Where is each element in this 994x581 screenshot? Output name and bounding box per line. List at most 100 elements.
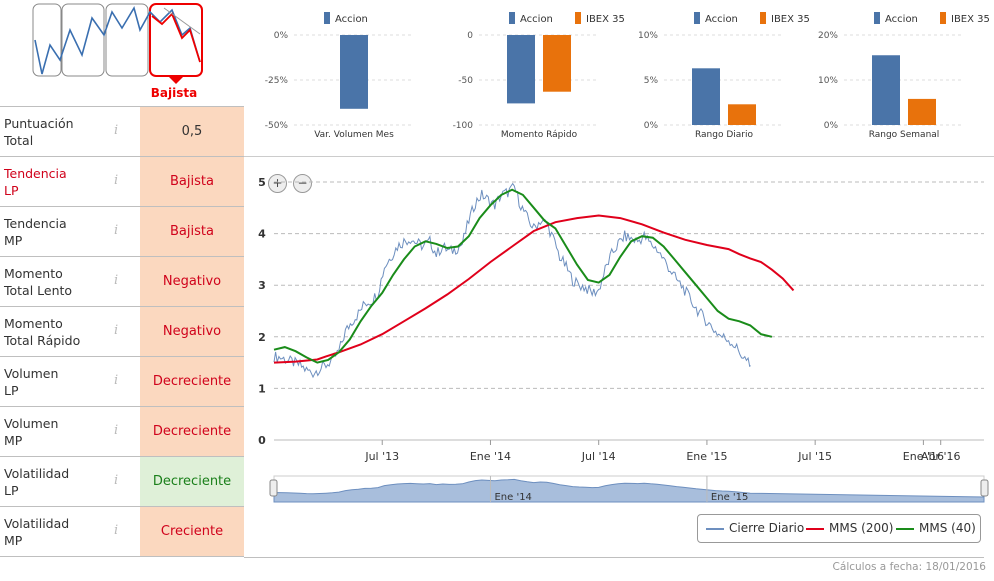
navigator-tick-label: Ene '15: [711, 492, 748, 503]
y-tick-label: 0%: [274, 31, 289, 41]
indicator-label-line2: Total Rápido: [4, 333, 81, 348]
y-tick-label: 20%: [818, 31, 838, 41]
summary-chart: Accion IBEX 35 20% 10% 0% Rango Semanal: [818, 12, 990, 140]
indicator-label-line1: Tendencia: [4, 166, 67, 181]
y-tick-label: 0: [467, 31, 473, 41]
trend-thumbnails: [32, 3, 203, 84]
legend-text: Accion: [335, 14, 368, 25]
category-label: Var. Volumen Mes: [314, 130, 394, 140]
x-tick-label: Abr '16: [921, 450, 961, 463]
info-icon[interactable]: i: [114, 223, 119, 238]
legend-text: IBEX 35: [951, 14, 990, 25]
indicator-label: Puntuación Total: [4, 115, 114, 149]
info-icon[interactable]: i: [114, 473, 119, 488]
thumb-2[interactable]: [61, 3, 105, 77]
legend-text: Accion: [520, 14, 553, 25]
right-divider-bottom: [244, 557, 984, 558]
y-tick-label: -50: [458, 76, 473, 86]
thumb-red-line: [151, 12, 201, 63]
selected-pointer: [168, 76, 184, 84]
indicator-row: Puntuación Total i 0,5: [0, 106, 244, 157]
legend-swatch: [760, 12, 766, 24]
y-tick-label: -50%: [265, 121, 289, 131]
y-tick-label: -25%: [265, 76, 289, 86]
indicator-label: Tendencia LP: [4, 165, 114, 199]
y-tick-label: 3: [258, 279, 266, 292]
calc-date-footer: Cálculos a fecha: 18/01/2016: [832, 561, 986, 573]
indicator-row: Momento Total Rápido i Negativo: [0, 306, 244, 357]
indicator-label-line1: Volatilidad: [4, 516, 70, 531]
summary-chart: Accion 0% -25% -50% Var. Volumen Mes: [265, 12, 414, 140]
indicator-row: Tendencia LP i Bajista: [0, 156, 244, 207]
x-tick-label: Jul '14: [581, 450, 616, 463]
indicator-label-line2: Total Lento: [4, 283, 73, 298]
thumb-gray-line: [163, 7, 201, 35]
indicator-label: Volatilidad LP: [4, 465, 114, 499]
navigator-left-handle[interactable]: [269, 479, 278, 497]
y-tick-label: 5%: [644, 76, 659, 86]
zoom-out-button[interactable]: −: [293, 174, 312, 193]
legend-mms200[interactable]: MMS (200): [806, 521, 893, 535]
bar: [908, 98, 936, 125]
thumb-1[interactable]: [32, 3, 62, 77]
indicator-value: 0,5: [140, 107, 244, 157]
zoom-out-icon: −: [297, 176, 308, 190]
info-icon[interactable]: i: [114, 123, 119, 138]
trend-selector: Bajista: [0, 0, 244, 105]
table-bottom-border: [0, 556, 244, 557]
zoom-in-button[interactable]: +: [268, 174, 287, 193]
legend-cierre[interactable]: Cierre Diario: [706, 521, 804, 535]
indicator-label-line2: LP: [4, 483, 19, 498]
legend-swatch: [940, 12, 946, 24]
y-tick-label: 5: [258, 176, 266, 189]
indicator-label-line2: MP: [4, 233, 23, 248]
indicator-label-line2: LP: [4, 383, 19, 398]
summary-chart: Accion IBEX 35 10% 5% 0% Rango Diario: [638, 12, 810, 140]
indicator-label-line1: Momento: [4, 266, 63, 281]
chart-legend: Cierre Diario MMS (200) MMS (40): [697, 514, 981, 543]
x-tick-label: Ene '15: [686, 450, 727, 463]
indicator-value: Creciente: [140, 507, 244, 557]
legend-text: Accion: [705, 14, 738, 25]
legend-swatch: [509, 12, 515, 24]
y-tick-label: 10%: [638, 31, 658, 41]
indicator-value: Bajista: [140, 157, 244, 207]
navigator-right-handle[interactable]: [980, 479, 989, 497]
y-tick-label: 0%: [824, 121, 839, 131]
info-icon[interactable]: i: [114, 173, 119, 188]
summary-chart: Accion IBEX 35 0 -50 -100 Momento Rápido: [453, 12, 625, 140]
info-icon[interactable]: i: [114, 323, 119, 338]
bar: [728, 104, 756, 125]
info-icon[interactable]: i: [114, 523, 119, 538]
indicator-label-line2: Total: [4, 133, 34, 148]
legend-mms40[interactable]: MMS (40): [896, 521, 976, 535]
indicator-label: Volumen MP: [4, 415, 114, 449]
indicator-value: Bajista: [140, 207, 244, 257]
indicator-row: Tendencia MP i Bajista: [0, 206, 244, 257]
category-label: Rango Semanal: [869, 130, 940, 140]
legend-text: Accion: [885, 14, 918, 25]
indicator-label-line1: Volumen: [4, 416, 59, 431]
indicator-label-line2: MP: [4, 533, 23, 548]
series-line: [273, 188, 773, 364]
zoom-in-icon: +: [272, 176, 283, 190]
indicator-label: Volatilidad MP: [4, 515, 114, 549]
indicator-value: Negativo: [140, 307, 244, 357]
y-tick-label: 0: [258, 434, 266, 447]
indicator-label-line1: Tendencia: [4, 216, 67, 231]
info-icon[interactable]: i: [114, 273, 119, 288]
thumb-trend-line: [34, 5, 201, 75]
indicator-label: Volumen LP: [4, 365, 114, 399]
info-icon[interactable]: i: [114, 373, 119, 388]
indicator-row: Momento Total Lento i Negativo: [0, 256, 244, 307]
indicator-label: Momento Total Lento: [4, 265, 114, 299]
bar: [507, 35, 535, 104]
indicator-value: Decreciente: [140, 457, 244, 507]
indicator-table: Puntuación Total i 0,5 Tendencia LP i Bajista Te…: [0, 0, 244, 560]
bar: [340, 35, 368, 109]
indicator-label-line1: Volatilidad: [4, 466, 70, 481]
legend-swatch: [874, 12, 880, 24]
info-icon[interactable]: i: [114, 423, 119, 438]
legend-swatch: [694, 12, 700, 24]
y-tick-label: 0%: [644, 121, 659, 131]
